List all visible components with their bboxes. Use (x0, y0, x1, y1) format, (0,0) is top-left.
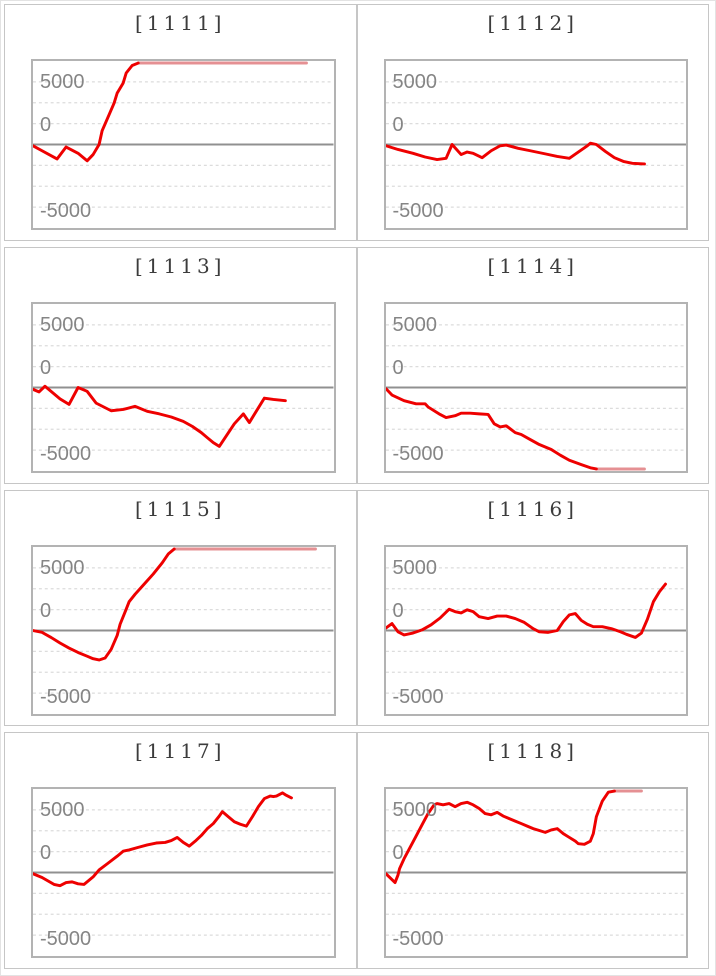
chart-plot-area: 5000 0 -5000 (31, 544, 336, 716)
y-axis-label-minus-5000: -5000 (392, 442, 444, 465)
slump-line-1112 (385, 141, 646, 166)
slump-line-chart (33, 791, 334, 936)
chart-cell-1116: [1116] 5000 0 -5000 (356, 489, 709, 727)
slump-line-chart (385, 789, 686, 936)
chart-title: [1114] (487, 253, 578, 278)
slump-line-chart (33, 547, 334, 694)
chart-cell-1118: [1118] 5000 0 -5000 (356, 732, 709, 969)
y-axis-label-minus-5000: -5000 (392, 928, 444, 951)
slump-line-chart (385, 324, 686, 471)
slump-line-1118 (385, 789, 616, 885)
y-axis-label-0: 0 (40, 842, 52, 865)
chart-title: [1112] (487, 11, 578, 35)
slump-line-chart (33, 61, 334, 208)
y-axis-label-0: 0 (392, 842, 404, 865)
y-axis-label-minus-5000: -5000 (40, 200, 92, 222)
chart-plot-area: 5000 0 -5000 (383, 59, 688, 230)
chart-cell-1117: [1117] 5000 0 -5000 (4, 732, 357, 969)
y-axis-label-5000: 5000 (40, 71, 85, 93)
slump-line-chart (385, 566, 686, 694)
chart-cell-1113: [1113] 5000 0 -5000 (4, 246, 357, 484)
y-axis-label-5000: 5000 (40, 556, 85, 579)
chart-plot-area: 5000 0 -5000 (31, 59, 336, 230)
chart-title: [1115] (134, 496, 226, 521)
y-axis-label-0: 0 (40, 356, 52, 379)
y-axis-label-5000: 5000 (392, 313, 438, 336)
chart-grid: [1111] 5000 0 -5000 [1112] 5000 0 -5000 … (4, 4, 709, 969)
y-axis-label-5000: 5000 (40, 313, 85, 336)
y-axis-label-0: 0 (40, 114, 52, 136)
y-axis-label-minus-5000: -5000 (40, 685, 92, 708)
y-axis-label-0: 0 (392, 114, 404, 136)
slump-line-1116 (385, 582, 667, 639)
chart-cell-1114: [1114] 5000 0 -5000 (356, 246, 709, 484)
chart-plot-area: 5000 0 -5000 (383, 787, 688, 959)
chart-plot-area: 5000 0 -5000 (31, 301, 336, 473)
y-axis-label-minus-5000: -5000 (392, 200, 444, 222)
y-axis-label-5000: 5000 (392, 556, 438, 579)
y-axis-label-5000: 5000 (392, 71, 438, 93)
slump-line-1117 (33, 791, 293, 888)
slump-line-chart (385, 81, 686, 208)
chart-plot-area: 5000 0 -5000 (383, 544, 688, 716)
y-axis-label-minus-5000: -5000 (392, 685, 444, 708)
chart-cell-1112: [1112] 5000 0 -5000 (356, 4, 709, 241)
chart-plot-area: 5000 0 -5000 (31, 787, 336, 959)
chart-title: [1116] (487, 496, 578, 521)
chart-cell-1111: [1111] 5000 0 -5000 (4, 4, 357, 241)
y-axis-label-5000: 5000 (392, 799, 438, 822)
chart-title: [1118] (487, 739, 578, 764)
slump-line-1115 (33, 547, 176, 661)
y-axis-label-5000: 5000 (40, 799, 85, 822)
y-axis-label-0: 0 (40, 599, 52, 622)
chart-title: [1113] (134, 253, 226, 278)
chart-title: [1111] (134, 11, 226, 35)
y-axis-label-0: 0 (392, 599, 404, 622)
chart-cell-1115: [1115] 5000 0 -5000 (4, 489, 357, 727)
y-axis-label-minus-5000: -5000 (40, 442, 92, 465)
y-axis-label-0: 0 (392, 356, 404, 379)
chart-plot-area: 5000 0 -5000 (383, 301, 688, 473)
slump-line-1111 (33, 61, 140, 163)
slump-line-1114 (385, 387, 598, 471)
y-axis-label-minus-5000: -5000 (40, 928, 92, 951)
slump-line-1113 (33, 384, 287, 448)
chart-title: [1117] (134, 739, 226, 764)
slump-line-chart (33, 324, 334, 451)
